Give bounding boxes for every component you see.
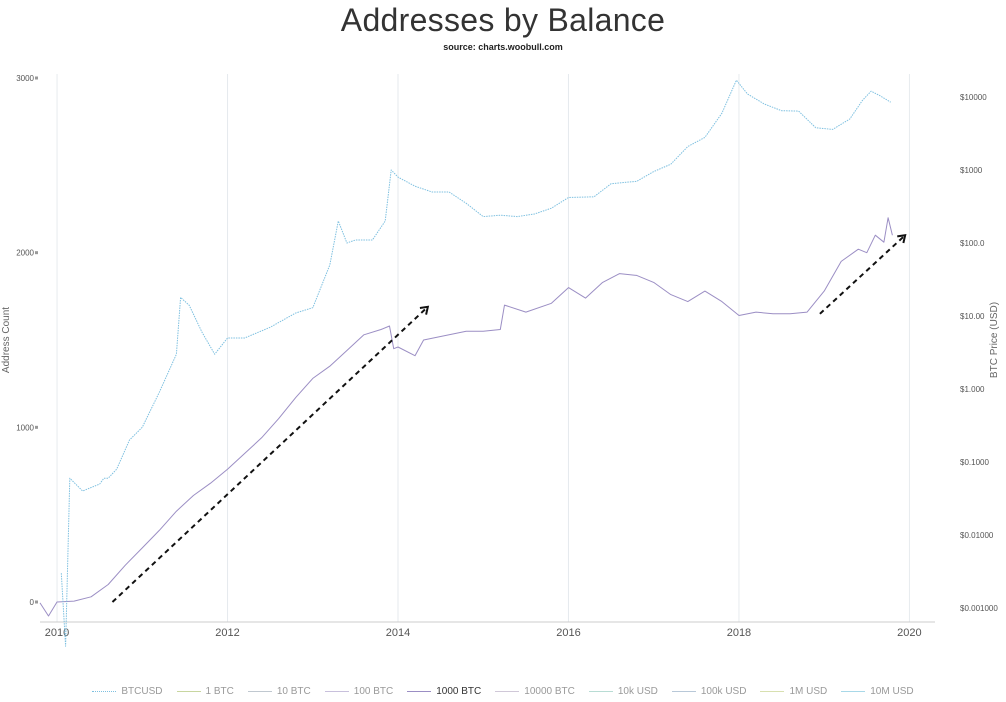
legend-label: 1000 BTC	[436, 685, 482, 697]
x-tick-label: 2010	[45, 627, 69, 639]
legend-swatch	[495, 690, 520, 692]
x-tick-label: 2012	[215, 627, 239, 639]
y2-tick-label: $0.1000	[960, 458, 989, 467]
x-tick-label: 2016	[556, 627, 580, 639]
legend-item[interactable]: 1000 BTC	[407, 686, 481, 697]
legend-item[interactable]: 100k USD	[671, 685, 747, 697]
trend-arrow-head	[897, 233, 907, 244]
y2-tick-label: $1000	[960, 166, 983, 175]
grid-lines	[56, 74, 910, 622]
y2-axis-label: BTC Price (USD)	[989, 302, 1000, 378]
y2-tick-label: $0.001000	[960, 604, 998, 613]
legend-swatch	[92, 690, 117, 692]
x-tick-label: 2014	[386, 627, 410, 639]
legend-swatch	[671, 690, 696, 692]
series-layer	[39, 79, 893, 647]
y-tick-label: 2000	[16, 249, 34, 258]
trend-arrow-line	[819, 234, 906, 315]
y-tick-label: 0	[30, 598, 35, 607]
y-tick-mark	[35, 600, 38, 604]
legend-swatch	[760, 690, 785, 692]
legend-label: 100k USD	[700, 685, 747, 697]
trend-arrow-line	[111, 306, 429, 603]
chart-legend: BTCUSD 1 BTC 10 BTC 100 BTC 1000 BTC 10000 BT…	[0, 684, 1006, 698]
legend-label: 1M USD	[789, 685, 828, 697]
y-tick-mark	[35, 251, 38, 255]
y-tick-mark	[35, 76, 38, 80]
y2-tick-label: $100.0	[960, 239, 985, 248]
series-line-1000-btc	[39, 217, 893, 617]
x-tick-label: 2018	[727, 627, 751, 639]
legend-label: 100 BTC	[353, 685, 394, 697]
legend-item[interactable]: 10k USD	[588, 685, 658, 697]
legend-swatch	[176, 690, 201, 692]
y-axis-label: Address Count	[1, 307, 12, 373]
legend-label: 10000 BTC	[524, 685, 575, 697]
left-axis: 0 1000 2000 3000	[16, 74, 38, 607]
legend-label: 10k USD	[617, 685, 658, 697]
legend-swatch	[407, 690, 432, 692]
trend-arrow-head	[419, 305, 430, 315]
legend-label: 10 BTC	[276, 685, 311, 697]
x-axis: 2010 2012 2014 2016 2018 2020	[40, 621, 935, 639]
y2-tick-label: $10000	[960, 93, 987, 102]
x-tick-label: 2020	[897, 627, 921, 639]
annotations-layer	[111, 233, 907, 603]
y-tick-label: 3000	[16, 74, 34, 83]
legend-swatch	[247, 690, 272, 692]
legend-item[interactable]: 10000 BTC	[495, 686, 575, 697]
y2-tick-label: $10.00	[960, 312, 985, 321]
legend-label: 1 BTC	[205, 685, 234, 697]
chart-subtitle: source: charts.woobull.com	[443, 42, 563, 52]
chart-title: Addresses by Balance	[340, 2, 666, 38]
y2-tick-label: $0.01000	[960, 531, 994, 540]
series-line-btcusd	[60, 79, 891, 647]
legend-swatch	[324, 690, 349, 692]
legend-item[interactable]: 1 BTC	[176, 685, 234, 697]
legend-item[interactable]: 100 BTC	[324, 685, 394, 697]
right-axis: $0.001000 $0.01000 $0.1000 $1.000 $10.00 $100…	[960, 93, 998, 613]
legend-item[interactable]: BTCUSD	[92, 685, 163, 697]
y-tick-label: 1000	[16, 423, 34, 432]
y-tick-mark	[35, 425, 38, 429]
legend-item[interactable]: 10 BTC	[247, 685, 311, 697]
legend-swatch	[841, 690, 866, 692]
legend-label: 10M USD	[870, 685, 914, 697]
legend-label: BTCUSD	[121, 685, 163, 697]
legend-item[interactable]: 1M USD	[760, 686, 827, 697]
y2-tick-label: $1.000	[960, 385, 985, 394]
legend-item[interactable]: 10M USD	[841, 685, 914, 697]
legend-swatch	[588, 690, 613, 692]
